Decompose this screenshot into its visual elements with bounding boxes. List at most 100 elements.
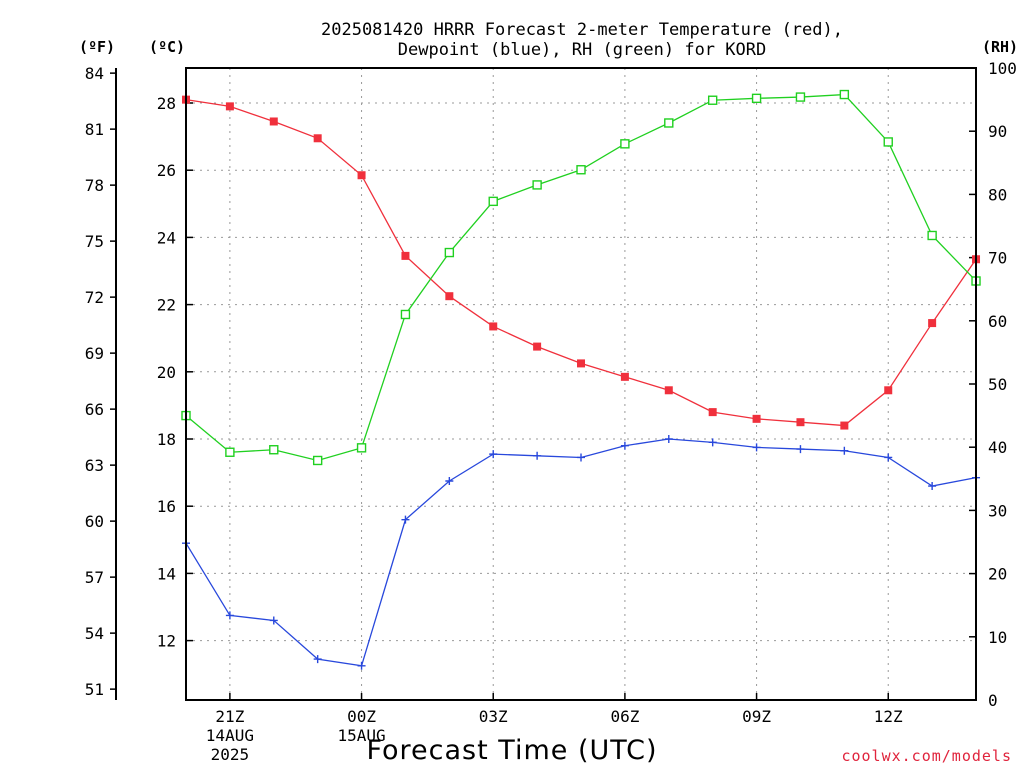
temperature-point bbox=[884, 386, 893, 395]
fahrenheit-axis: 51 54 57 60 63 66 69 72 75 78 81 84 bbox=[85, 64, 117, 700]
fahrenheit-tick-label: 54 bbox=[85, 624, 104, 643]
unit-label-celsius: (ºC) bbox=[149, 38, 185, 56]
rh-tick-label: 20 bbox=[988, 565, 1007, 584]
time-tick-label: 06Z bbox=[610, 707, 639, 726]
temperature-point bbox=[664, 386, 673, 395]
dewpoint-point bbox=[533, 451, 542, 460]
dewpoint-point bbox=[445, 477, 454, 485]
credit-text: coolwx.com/models bbox=[841, 747, 1012, 765]
celsius-tick-label: 26 bbox=[157, 161, 176, 180]
chart-title-line2: Dewpoint (blue), RH (green) for KORD bbox=[398, 40, 766, 60]
celsius-tick-label: 24 bbox=[157, 228, 176, 247]
rh-point bbox=[225, 447, 235, 457]
celsius-tick-label: 18 bbox=[157, 430, 176, 449]
dewpoint-point bbox=[313, 655, 322, 664]
series-filled-square bbox=[182, 95, 981, 430]
rh-point bbox=[312, 455, 323, 466]
celsius-axis: 12 14 16 18 20 22 24 26 28 bbox=[157, 94, 193, 651]
unit-label-rh: (RH) bbox=[982, 38, 1018, 56]
temperature-point bbox=[489, 322, 498, 331]
time-tick-date-label: 15AUG bbox=[337, 726, 385, 745]
rh-point bbox=[839, 89, 850, 100]
series-line bbox=[185, 93, 977, 462]
time-tick-label: 21Z bbox=[215, 707, 244, 726]
celsius-tick-label: 28 bbox=[157, 94, 176, 113]
series-open-square bbox=[181, 89, 981, 466]
rh-point bbox=[795, 92, 806, 102]
rh-point bbox=[927, 230, 937, 241]
x-axis-title: Forecast Time (UTC) bbox=[366, 735, 657, 766]
time-tick-date-label: 2025 bbox=[211, 745, 250, 764]
time-tick-label: 12Z bbox=[874, 707, 903, 726]
dewpoint-point bbox=[577, 453, 586, 462]
rh-point bbox=[488, 196, 498, 207]
time-tick-label: 00Z bbox=[347, 707, 376, 726]
temperature-point bbox=[620, 372, 629, 381]
plot-frame bbox=[185, 67, 977, 701]
rh-tick-label: 0 bbox=[988, 691, 998, 710]
rh-point bbox=[576, 165, 586, 175]
dewpoint-point bbox=[225, 611, 234, 620]
fahrenheit-tick-label: 57 bbox=[85, 568, 104, 587]
celsius-tick-label: 14 bbox=[157, 564, 176, 583]
rh-tick-label: 40 bbox=[988, 438, 1007, 457]
rh-tick-label: 50 bbox=[988, 375, 1007, 394]
temperature-point bbox=[225, 102, 234, 111]
fahrenheit-tick-label: 72 bbox=[85, 288, 104, 307]
rh-point bbox=[883, 137, 893, 147]
temperature-point bbox=[708, 408, 717, 417]
dewpoint-point bbox=[840, 446, 849, 455]
dewpoint-point bbox=[401, 515, 410, 524]
dewpoint-point bbox=[752, 443, 761, 452]
dewpoint-point bbox=[489, 450, 498, 459]
rh-point bbox=[707, 95, 718, 105]
rh-point bbox=[444, 247, 455, 258]
fahrenheit-tick-label: 51 bbox=[85, 680, 104, 699]
fahrenheit-tick-label: 60 bbox=[85, 512, 104, 531]
temperature-point bbox=[533, 342, 542, 351]
rh-tick-label: 30 bbox=[988, 501, 1007, 520]
dewpoint-point bbox=[664, 435, 673, 443]
rh-point bbox=[664, 118, 674, 128]
dewpoint-point bbox=[708, 438, 717, 447]
time-tick-label: 03Z bbox=[479, 707, 508, 726]
dewpoint-point bbox=[357, 661, 366, 670]
temperature-point bbox=[313, 134, 322, 143]
celsius-tick-label: 16 bbox=[157, 497, 176, 516]
temperature-point bbox=[401, 251, 410, 260]
dewpoint-point bbox=[928, 482, 937, 491]
temperature-point bbox=[577, 359, 586, 368]
temperature-point bbox=[840, 421, 849, 430]
series-layer bbox=[181, 89, 981, 670]
series-plus bbox=[182, 435, 981, 670]
fahrenheit-tick-label: 84 bbox=[85, 64, 104, 83]
celsius-tick-label: 22 bbox=[157, 296, 176, 315]
fahrenheit-tick-label: 75 bbox=[85, 232, 104, 251]
rh-tick-label: 100 bbox=[988, 59, 1017, 78]
rh-point bbox=[269, 445, 279, 455]
temperature-point bbox=[357, 171, 366, 180]
temperature-point bbox=[445, 292, 454, 301]
celsius-tick-label: 20 bbox=[157, 363, 176, 382]
dewpoint-point bbox=[620, 441, 629, 450]
rh-point bbox=[400, 309, 411, 320]
series-line bbox=[185, 98, 977, 427]
chart-title-line1: 2025081420 HRRR Forecast 2-meter Tempera… bbox=[321, 20, 843, 40]
temperature-point bbox=[752, 414, 761, 423]
unit-label-fahrenheit: (ºF) bbox=[79, 38, 115, 56]
fahrenheit-tick-label: 69 bbox=[85, 344, 104, 363]
fahrenheit-tick-label: 81 bbox=[85, 120, 104, 139]
celsius-tick-label: 12 bbox=[157, 632, 176, 651]
dewpoint-point bbox=[796, 445, 805, 454]
rh-axis: 0 10 20 30 40 50 60 70 80 90 100 bbox=[969, 59, 1017, 710]
time-tick-label: 09Z bbox=[742, 707, 771, 726]
dewpoint-point bbox=[884, 453, 893, 462]
rh-point bbox=[751, 93, 762, 104]
rh-point bbox=[620, 139, 630, 149]
dewpoint-point bbox=[269, 616, 278, 625]
time-tick-date-label: 14AUG bbox=[206, 726, 254, 745]
fahrenheit-tick-label: 78 bbox=[85, 176, 104, 195]
rh-point bbox=[356, 443, 367, 453]
